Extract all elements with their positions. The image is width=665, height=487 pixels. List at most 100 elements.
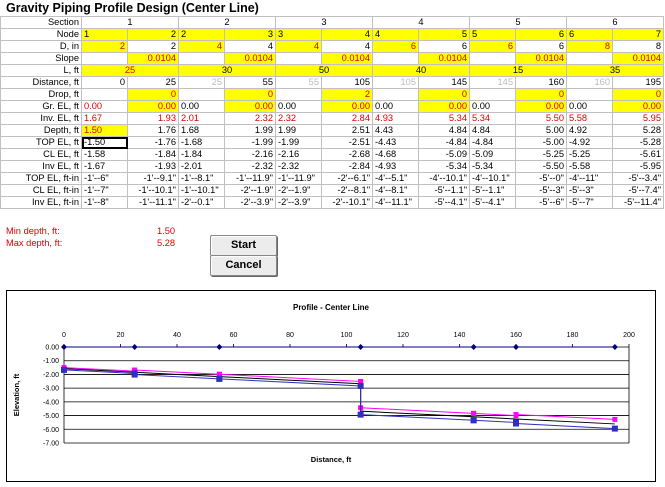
depth-cell[interactable]: 1.76 <box>127 124 179 137</box>
depth-cell[interactable]: 4.92 <box>566 124 613 137</box>
top-el-ftin-cell[interactable]: -1'--6" <box>81 172 128 185</box>
diameter-cell[interactable]: 4 <box>321 40 373 53</box>
slope-cell[interactable]: 0.0104 <box>612 52 664 65</box>
cl-el-ftin-cell[interactable]: -1'--10.1" <box>178 184 225 197</box>
node-cell[interactable]: 5 <box>418 28 470 41</box>
depth-cell[interactable]: 2.51 <box>321 124 373 137</box>
inv-el-ftin-cell[interactable]: -5'--4.1" <box>469 196 516 209</box>
slope-cell[interactable]: 0.0104 <box>321 52 373 65</box>
drop-cell[interactable]: 2 <box>321 88 373 101</box>
length-cell[interactable]: 30 <box>178 64 276 77</box>
ground-el-cell[interactable]: 0.00 <box>321 100 373 113</box>
length-cell[interactable]: 25 <box>81 64 179 77</box>
distance-cell[interactable]: 105 <box>321 76 373 89</box>
distance-cell[interactable]: 55 <box>224 76 276 89</box>
inv-el-ftin-cell[interactable]: -4'--11.1" <box>372 196 419 209</box>
slope-spacer-cell[interactable] <box>81 52 128 65</box>
slope-cell[interactable]: 0.0104 <box>224 52 276 65</box>
depth-cell[interactable]: 4.43 <box>372 124 419 137</box>
top-el-cell[interactable]: -2.51 <box>321 136 373 149</box>
ground-el-cell[interactable]: 0.00 <box>612 100 664 113</box>
diameter-cell[interactable]: 6 <box>372 40 419 53</box>
depth-cell[interactable]: 1.68 <box>178 124 225 137</box>
inv-el-ftin-cell[interactable]: -5'--6" <box>515 196 567 209</box>
top-el-ftin-cell[interactable]: -4'--11" <box>566 172 613 185</box>
inv-el-cell[interactable]: -5.58 <box>566 160 613 173</box>
inv-el-ftin-cell[interactable]: -1'--8" <box>81 196 128 209</box>
cl-el-cell[interactable]: -2.68 <box>321 148 373 161</box>
cl-el-ftin-cell[interactable]: -5'--3" <box>515 184 567 197</box>
cl-el-cell[interactable]: -5.09 <box>418 148 470 161</box>
inv-el-cell[interactable]: -5.34 <box>418 160 470 173</box>
depth-cell[interactable]: 4.84 <box>418 124 470 137</box>
drop-spacer-cell[interactable] <box>372 88 419 101</box>
diameter-cell[interactable]: 2 <box>81 40 128 53</box>
drop-spacer-cell[interactable] <box>469 88 516 101</box>
slope-spacer-cell[interactable] <box>566 52 613 65</box>
ground-el-cell[interactable]: 0.00 <box>178 100 225 113</box>
top-el-cell[interactable]: -5.28 <box>612 136 664 149</box>
cancel-button[interactable]: Cancel <box>210 255 277 276</box>
inv-el-ftin-cell[interactable]: -2'--10.1" <box>321 196 373 209</box>
inv-el-cell[interactable]: -1.93 <box>127 160 179 173</box>
cl-el-ftin-cell[interactable]: -2'--1.9" <box>275 184 322 197</box>
slope-spacer-cell[interactable] <box>469 52 516 65</box>
cl-el-ftin-cell[interactable]: -1'--7" <box>81 184 128 197</box>
node-cell[interactable]: 4 <box>372 28 419 41</box>
node-cell[interactable]: 3 <box>275 28 322 41</box>
diameter-cell[interactable]: 6 <box>418 40 470 53</box>
distance-cell[interactable]: 105 <box>372 76 419 89</box>
inv-el-ftin-cell[interactable]: -5'--11.4" <box>612 196 664 209</box>
invert-el-cell[interactable]: 5.34 <box>418 112 470 125</box>
inv-el-cell[interactable]: -5.95 <box>612 160 664 173</box>
slope-cell[interactable]: 0.0104 <box>127 52 179 65</box>
start-button[interactable]: Start <box>210 235 277 256</box>
slope-cell[interactable]: 0.0104 <box>418 52 470 65</box>
depth-cell[interactable]: 5.28 <box>612 124 664 137</box>
depth-cell[interactable]: 1.99 <box>224 124 276 137</box>
invert-el-cell[interactable]: 4.93 <box>372 112 419 125</box>
diameter-cell[interactable]: 4 <box>178 40 225 53</box>
cl-el-ftin-cell[interactable]: -5'--3" <box>566 184 613 197</box>
ground-el-cell[interactable]: 0.00 <box>469 100 516 113</box>
cl-el-cell[interactable]: -2.16 <box>275 148 322 161</box>
top-el-ftin-cell[interactable]: -1'--9.1" <box>127 172 179 185</box>
top-el-cell[interactable]: -4.84 <box>418 136 470 149</box>
node-cell[interactable]: 2 <box>127 28 179 41</box>
cl-el-cell[interactable]: -2.16 <box>224 148 276 161</box>
drop-spacer-cell[interactable] <box>566 88 613 101</box>
inv-el-ftin-cell[interactable]: -2'--0.1" <box>178 196 225 209</box>
distance-cell[interactable]: 145 <box>469 76 516 89</box>
depth-cell[interactable]: 4.84 <box>469 124 516 137</box>
inv-el-ftin-cell[interactable]: -1'--11.1" <box>127 196 179 209</box>
invert-el-cell[interactable]: 1.93 <box>127 112 179 125</box>
top-el-cell[interactable]: -1.99 <box>224 136 276 149</box>
cl-el-cell[interactable]: -4.68 <box>372 148 419 161</box>
length-cell[interactable]: 40 <box>372 64 470 77</box>
ground-el-cell[interactable]: 0.00 <box>127 100 179 113</box>
invert-el-cell[interactable]: 1.67 <box>81 112 128 125</box>
invert-el-cell[interactable]: 5.50 <box>515 112 567 125</box>
node-cell[interactable]: 6 <box>566 28 613 41</box>
top-el-ftin-cell[interactable]: -4'--10.1" <box>418 172 470 185</box>
node-cell[interactable]: 3 <box>224 28 276 41</box>
top-el-cell[interactable]: -1.68 <box>178 136 225 149</box>
node-cell[interactable]: 4 <box>321 28 373 41</box>
top-el-cell[interactable]: -4.92 <box>566 136 613 149</box>
top-el-cell[interactable]: -1.50 <box>81 136 128 149</box>
drop-cell[interactable]: 0 <box>127 88 179 101</box>
node-cell[interactable]: 5 <box>469 28 516 41</box>
inv-el-cell[interactable]: -2.01 <box>178 160 225 173</box>
length-cell[interactable]: 15 <box>469 64 567 77</box>
ground-el-cell[interactable]: 0.00 <box>275 100 322 113</box>
cl-el-ftin-cell[interactable]: -2'--1.9" <box>224 184 276 197</box>
slope-spacer-cell[interactable] <box>372 52 419 65</box>
drop-cell[interactable]: 0 <box>224 88 276 101</box>
invert-el-cell[interactable]: 5.58 <box>566 112 613 125</box>
inv-el-cell[interactable]: -2.84 <box>321 160 373 173</box>
inv-el-ftin-cell[interactable]: -5'--7" <box>566 196 613 209</box>
inv-el-cell[interactable]: -2.32 <box>224 160 276 173</box>
ground-el-cell[interactable]: 0.00 <box>224 100 276 113</box>
cl-el-ftin-cell[interactable]: -4'--8.1" <box>372 184 419 197</box>
distance-cell[interactable]: 0 <box>81 76 128 89</box>
